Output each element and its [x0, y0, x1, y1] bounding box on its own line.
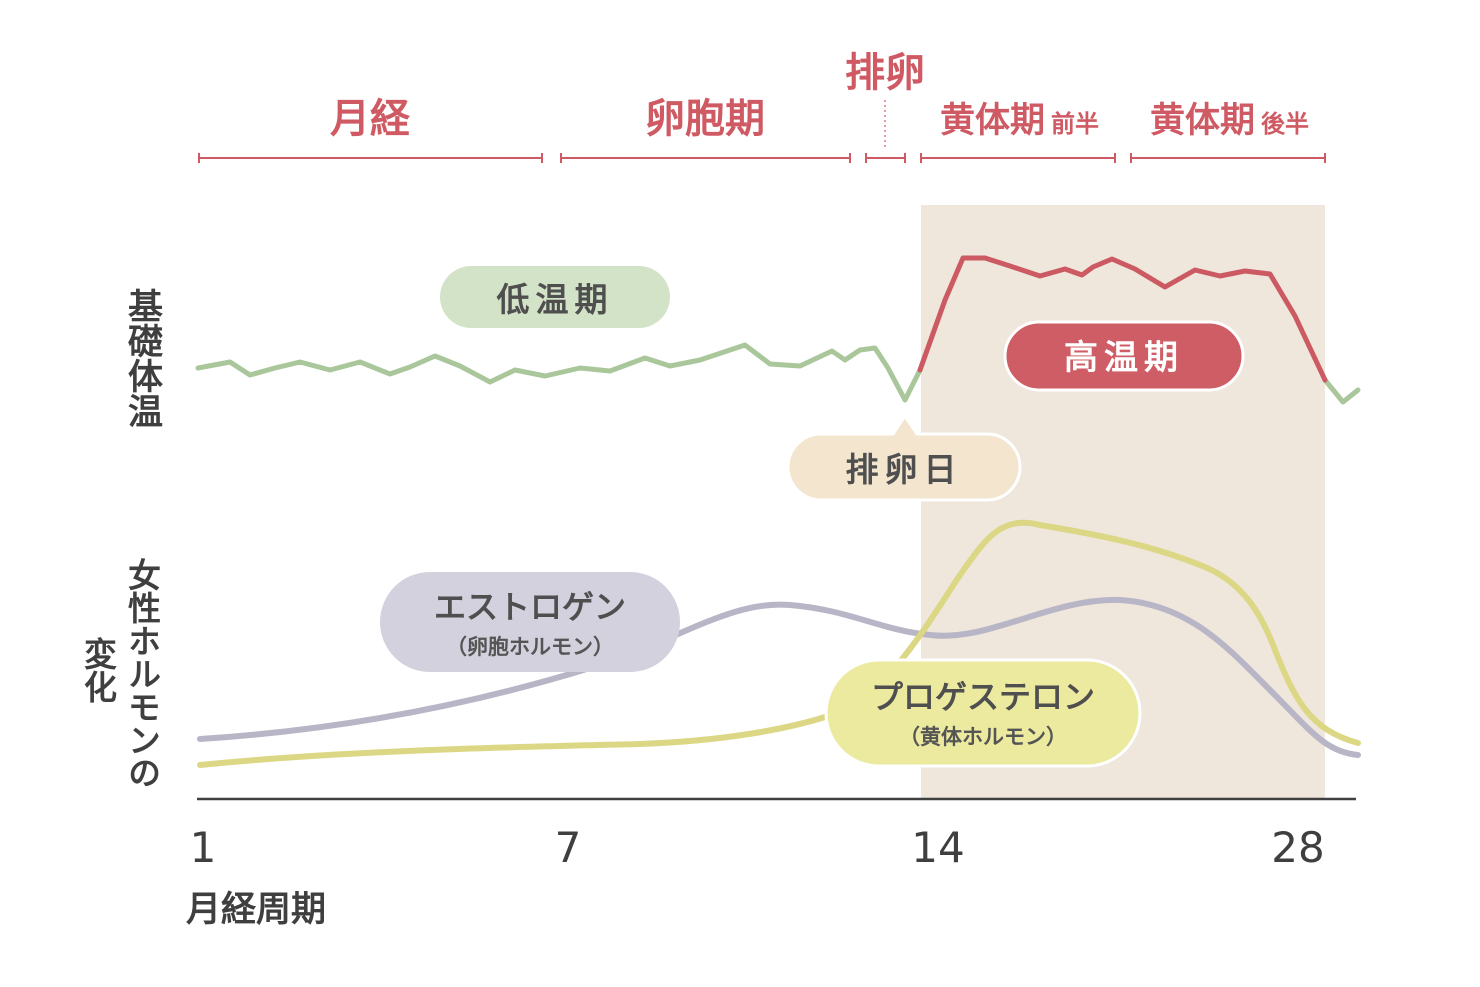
bbt-high-line	[917, 255, 1328, 383]
phase-label-luteal-early: 黄体期 前半	[940, 101, 1099, 141]
y-label-hormone-line2: 変化	[79, 636, 118, 703]
high-temp-label: 高温期	[1064, 338, 1184, 378]
phase-label-luteal-early-suffix: 前半	[1051, 110, 1099, 138]
estrogen-bubble: エストロゲン （卵胞ホルモン）	[380, 572, 680, 672]
progesterone-bubble: プロゲステロン （黄体ホルモン）	[824, 658, 1142, 768]
phase-brackets	[198, 100, 1326, 163]
ovulation-day-label: 排卵日	[846, 450, 963, 489]
progesterone-label: プロゲステロン	[871, 678, 1095, 716]
high-temp-bubble-shape	[1003, 320, 1245, 392]
phase-label-luteal-late-suffix: 後半	[1261, 110, 1309, 138]
x-axis-label: 月経周期	[186, 890, 326, 930]
ovulation-day-bubble-shape	[786, 413, 1022, 502]
estrogen-line	[197, 596, 1361, 758]
x-tick-28: 28	[1271, 823, 1324, 872]
x-tick-7: 7	[555, 823, 582, 872]
x-tick-1: 1	[190, 823, 217, 872]
x-tick-14: 14	[911, 823, 964, 872]
estrogen-label: エストロゲン	[434, 588, 626, 626]
phase-label-ovulation: 排卵	[845, 50, 925, 96]
phase-bracket-follicular	[560, 153, 851, 163]
estrogen-sublabel: （卵胞ホルモン）	[446, 635, 614, 659]
progesterone-line	[197, 519, 1361, 768]
phase-bracket-luteal-late	[1130, 153, 1326, 163]
low-temp-label: 低温期	[497, 280, 614, 319]
low-temp-bubble: 低温期	[440, 266, 670, 328]
phase-label-luteal-late: 黄体期 後半	[1150, 101, 1309, 141]
phase-label-menstruation: 月経	[330, 96, 411, 142]
phase-label-follicular: 卵胞期	[645, 96, 765, 142]
phase-label-luteal-early-main: 黄体期	[940, 101, 1045, 141]
progesterone-sublabel: （黄体ホルモン）	[899, 725, 1067, 749]
progesterone-bubble-shape	[824, 658, 1142, 768]
y-label-bbt: 基礎体温	[122, 288, 163, 428]
estrogen-bubble-shape	[380, 572, 680, 672]
phase-labels: 月経 卵胞期 排卵 黄体期 前半 黄体期 後半	[330, 50, 1309, 142]
phase-bracket-menstruation	[198, 153, 543, 163]
phase-label-luteal-late-main: 黄体期	[1150, 101, 1255, 141]
phase-bracket-ovulation	[865, 153, 906, 163]
phase-bracket-luteal-early	[920, 153, 1116, 163]
high-temp-bubble: 高温期	[1003, 320, 1245, 392]
bbt-low-line-end	[1322, 377, 1361, 405]
low-temp-bubble-shape	[440, 266, 670, 328]
y-label-hormone-line1: 女性ホルモンの	[123, 557, 162, 789]
ovulation-day-bubble: 排卵日	[786, 413, 1022, 502]
bbt-low-line-start	[195, 342, 923, 403]
